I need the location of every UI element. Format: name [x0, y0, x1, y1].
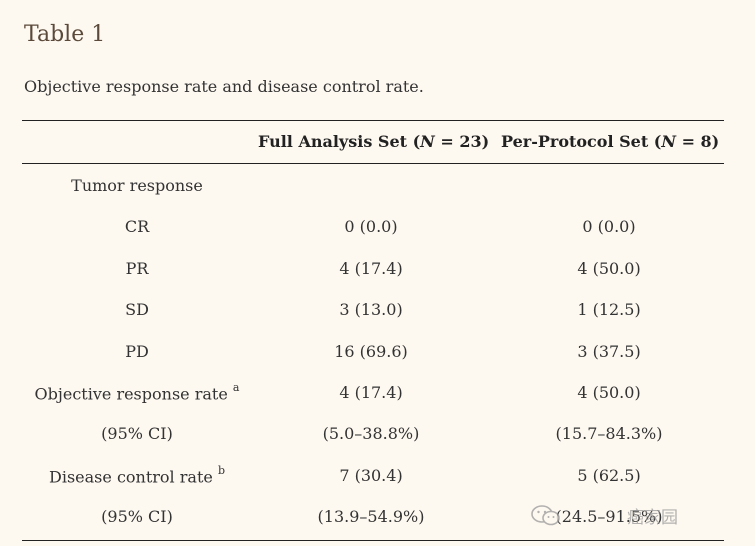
- cell-pps: 5 (62.5): [577, 466, 641, 485]
- cell-pps: 1 (12.5): [577, 300, 641, 319]
- header-fas-suffix: = 23): [434, 132, 490, 151]
- table-title: Table 1: [24, 22, 106, 47]
- row-label-text: PR: [125, 259, 149, 278]
- row-label-text: Disease control rate: [49, 467, 213, 487]
- cell-pps: 3 (37.5): [577, 342, 641, 361]
- row-label: (95% CI): [101, 507, 173, 526]
- cell-pps: 4 (50.0): [577, 383, 641, 402]
- row-label-text: (95% CI): [101, 424, 173, 443]
- cell-fas: 16 (69.6): [334, 342, 408, 361]
- cell-fas: (13.9–54.9%): [317, 507, 425, 526]
- row-label: PD: [125, 342, 149, 361]
- footnote-marker: b: [217, 464, 225, 477]
- cell-pps: 4 (50.0): [577, 259, 641, 278]
- wechat-icon: [531, 504, 561, 528]
- cell-pps: 0 (0.0): [582, 217, 636, 236]
- row-label-text: Objective response rate: [34, 384, 228, 404]
- row-label-text: (95% CI): [101, 507, 173, 526]
- top-rule: [22, 120, 724, 121]
- header-fas-prefix: Full Analysis Set (: [258, 132, 421, 151]
- row-label-text: PD: [125, 342, 149, 361]
- row-label-text: CR: [124, 217, 150, 236]
- header-fas-var: N: [420, 132, 435, 151]
- row-label: Disease control rate b: [49, 464, 225, 487]
- header-pps-suffix: = 8): [676, 132, 720, 151]
- header-per-protocol-set: Per-Protocol Set (N = 8): [501, 132, 719, 151]
- row-label: PR: [126, 259, 149, 278]
- header-rule: [22, 163, 724, 164]
- footnote-marker: a: [232, 381, 240, 394]
- row-label-text: Tumor response: [71, 176, 203, 195]
- header-full-analysis-set: Full Analysis Set (N = 23): [258, 132, 489, 151]
- cell-fas: 4 (17.4): [339, 383, 403, 402]
- cell-pps: (24.5–91.5%): [555, 507, 663, 526]
- watermark: 癌家园: [531, 503, 678, 528]
- cell-pps: (15.7–84.3%): [555, 424, 663, 443]
- row-label: (95% CI): [101, 424, 173, 443]
- row-label: SD: [125, 300, 149, 319]
- bottom-rule: [22, 540, 724, 541]
- row-label: Tumor response: [71, 176, 203, 195]
- cell-fas: 4 (17.4): [339, 259, 403, 278]
- table-caption: Objective response rate and disease cont…: [24, 77, 424, 96]
- cell-fas: 3 (13.0): [339, 300, 403, 319]
- header-pps-prefix: Per-Protocol Set (: [501, 132, 662, 151]
- row-label-text: SD: [125, 300, 149, 319]
- row-label: Objective response rate a: [34, 381, 240, 404]
- cell-fas: 7 (30.4): [339, 466, 403, 485]
- header-pps-var: N: [661, 132, 676, 151]
- row-label: CR: [125, 217, 149, 236]
- cell-fas: 0 (0.0): [344, 217, 398, 236]
- cell-fas: (5.0–38.8%): [322, 424, 420, 443]
- watermark-text: 癌家园: [627, 508, 678, 528]
